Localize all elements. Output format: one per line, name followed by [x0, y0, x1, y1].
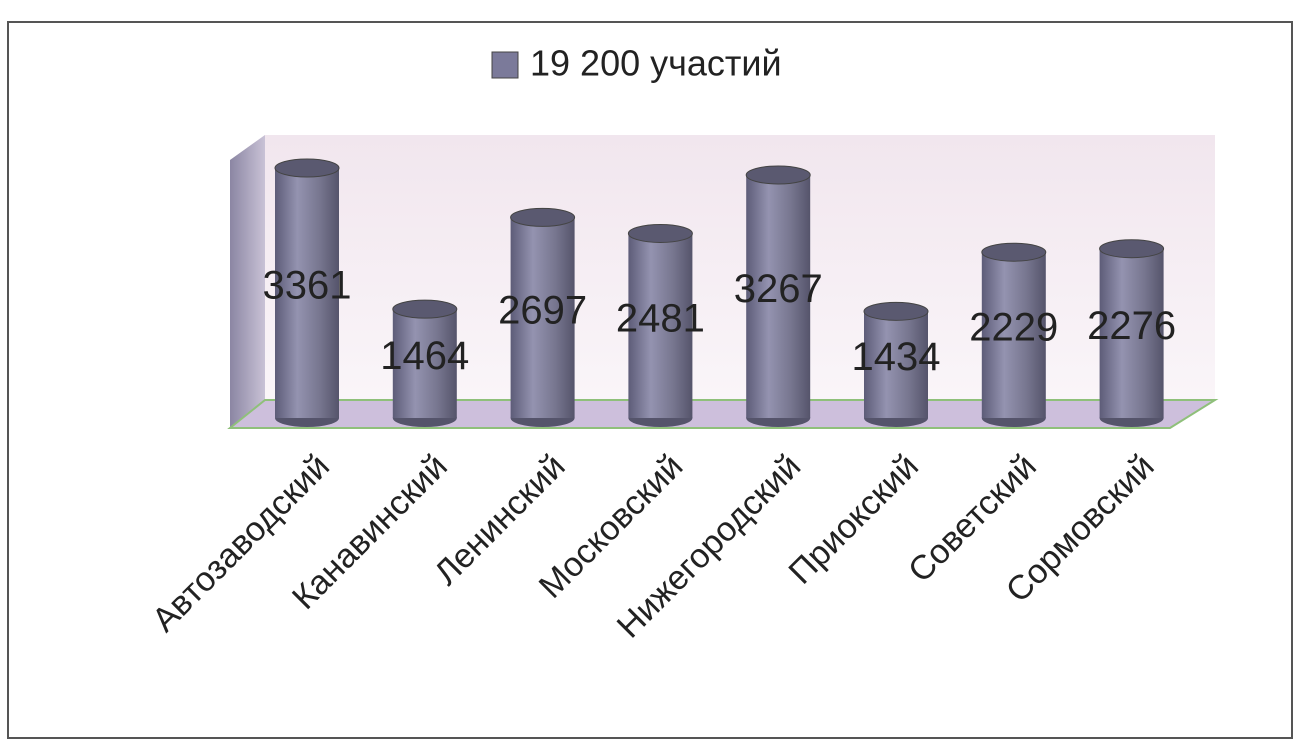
cylinder-top [981, 242, 1047, 262]
data-label: 2697 [498, 288, 587, 332]
cylinder-top [863, 301, 929, 321]
data-label: 2276 [1087, 304, 1176, 348]
cylinder-body [746, 174, 811, 418]
cylinder [274, 158, 340, 427]
floor [227, 399, 1219, 429]
cylinder-body [864, 311, 928, 418]
data-label: 1434 [852, 335, 941, 379]
cylinder-body [275, 168, 339, 418]
cylinder-top [510, 207, 576, 227]
data-label: 2229 [969, 306, 1058, 350]
cylinder-body [1099, 248, 1164, 418]
cylinder-top [1099, 239, 1165, 259]
legend-label: 19 200 участий [530, 43, 782, 84]
cylinder-top [627, 223, 693, 243]
cylinder [392, 299, 458, 427]
cylinder-body [510, 217, 575, 418]
cylinder [627, 223, 693, 427]
side-wall [230, 135, 265, 428]
cylinder [745, 165, 811, 427]
cylinder-body [392, 309, 457, 418]
cylinder [981, 242, 1047, 427]
cylinder [1099, 239, 1165, 427]
cylinder [510, 207, 576, 427]
data-label: 3267 [734, 267, 823, 311]
cylinder [863, 301, 929, 427]
cylinder-body [981, 252, 1046, 418]
cylinder-top [274, 158, 340, 178]
cylinder-top [745, 165, 811, 185]
back-wall [230, 135, 1215, 428]
data-label: 3361 [263, 264, 352, 308]
data-label: 2481 [616, 296, 705, 340]
cylinder-body [628, 233, 693, 418]
data-label: 1464 [380, 334, 469, 378]
legend-swatch [491, 51, 519, 79]
cylinder-top [392, 299, 458, 319]
